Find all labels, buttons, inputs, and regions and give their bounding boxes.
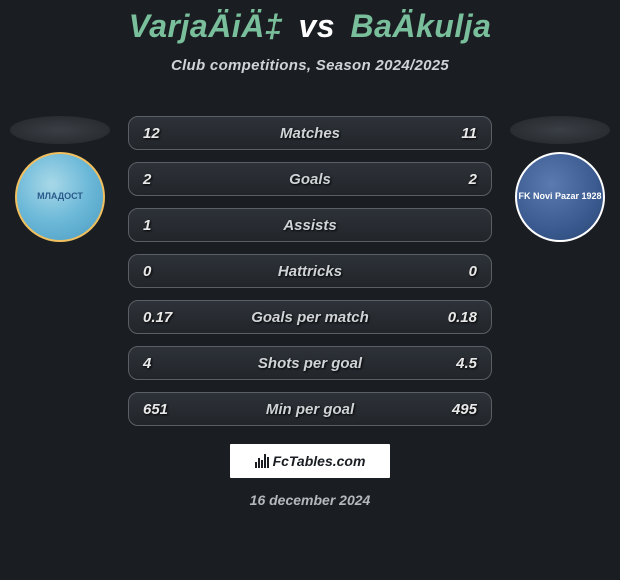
stat-row-hattricks: 0 Hattricks 0 [128,254,492,288]
stat-label: Matches [129,125,491,142]
stat-row-shots-per-goal: 4 Shots per goal 4.5 [128,346,492,380]
stat-row-min-per-goal: 651 Min per goal 495 [128,392,492,426]
club-crest-right: FK Novi Pazar 1928 [515,152,605,242]
branding-badge: FcTables.com [230,444,390,478]
player-right-name: BaÄkulja [350,8,491,44]
stat-right-value: 4.5 [456,355,477,372]
stat-label: Hattricks [129,263,491,280]
stat-label: Min per goal [129,401,491,418]
branding-text: FcTables.com [273,453,366,469]
stat-left-value: 2 [143,171,151,188]
stat-left-value: 4 [143,355,151,372]
platform-shadow [510,116,610,144]
stat-right-value: 0.18 [448,309,477,326]
crest-left-text: МЛАДОСТ [37,192,83,202]
left-crest-column: МЛАДОСТ [0,116,120,242]
stat-row-goals-per-match: 0.17 Goals per match 0.18 [128,300,492,334]
stat-label: Goals per match [129,309,491,326]
stat-row-matches: 12 Matches 11 [128,116,492,150]
stats-column: 12 Matches 11 2 Goals 2 1 Assists 0 Hatt… [120,116,500,426]
vs-label: vs [298,8,335,44]
main-area: МЛАДОСТ 12 Matches 11 2 Goals 2 1 Assist… [0,116,620,426]
stat-left-value: 1 [143,217,151,234]
player-left-name: VarjaÄiÄ‡ [129,8,284,44]
stat-left-value: 0 [143,263,151,280]
stat-left-value: 12 [143,125,160,142]
right-crest-column: FK Novi Pazar 1928 [500,116,620,242]
chart-icon [255,454,269,468]
crest-right-text: FK Novi Pazar 1928 [518,192,601,202]
platform-shadow [10,116,110,144]
stat-right-value: 11 [461,125,477,142]
stat-left-value: 651 [143,401,168,418]
stat-row-assists: 1 Assists [128,208,492,242]
club-crest-left: МЛАДОСТ [15,152,105,242]
comparison-title: VarjaÄiÄ‡ vs BaÄkulja [0,0,620,45]
stat-right-value: 495 [452,401,477,418]
date-label: 16 december 2024 [0,492,620,508]
stat-left-value: 0.17 [143,309,172,326]
stat-row-goals: 2 Goals 2 [128,162,492,196]
subtitle: Club competitions, Season 2024/2025 [0,57,620,74]
stat-label: Goals [129,171,491,188]
stat-label: Assists [129,217,491,234]
stat-right-value: 2 [469,171,477,188]
stat-right-value: 0 [469,263,477,280]
stat-label: Shots per goal [129,355,491,372]
